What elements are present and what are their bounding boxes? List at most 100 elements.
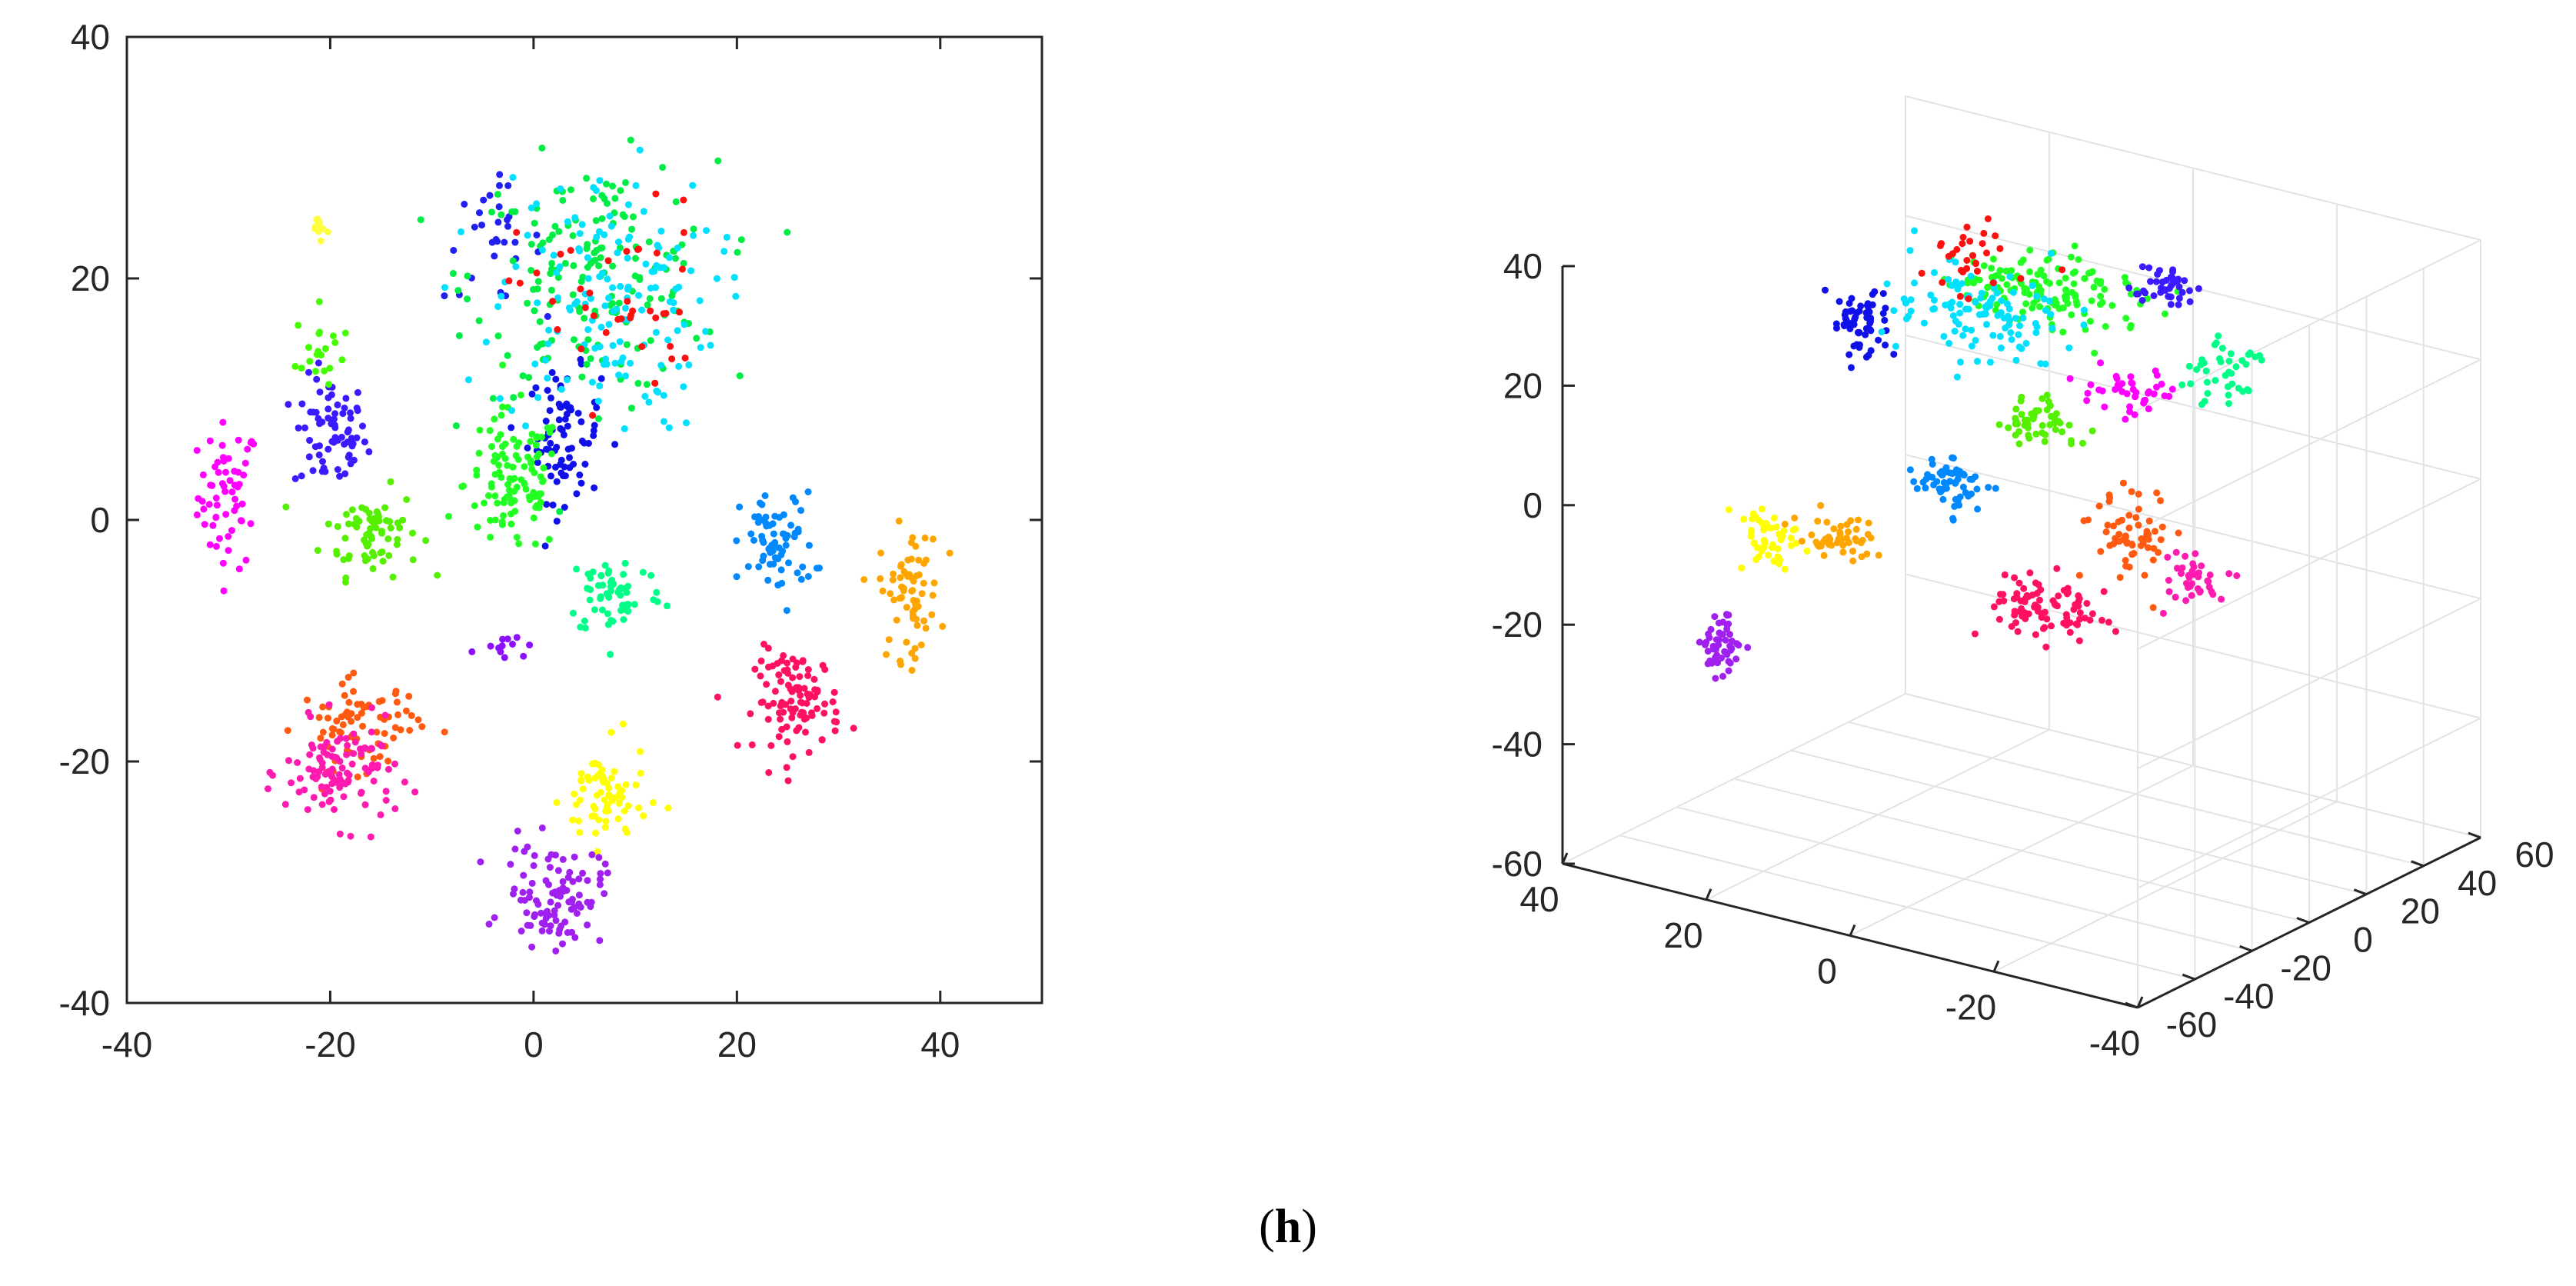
- point-2d: [615, 586, 623, 594]
- point-2d: [458, 483, 466, 491]
- point-3d: [2195, 285, 2202, 292]
- x-tick-mark-3d: [2136, 996, 2144, 1008]
- x-tick-mark-3d: [1992, 960, 2000, 972]
- point-2d: [458, 228, 464, 235]
- point-2d: [778, 698, 786, 706]
- point-2d: [597, 788, 604, 796]
- point-2d: [573, 565, 581, 573]
- point-2d: [539, 340, 547, 348]
- point-2d: [485, 921, 493, 928]
- point-2d: [452, 422, 460, 430]
- point-2d: [758, 501, 766, 508]
- point-2d: [584, 326, 592, 334]
- point-2d: [321, 345, 329, 352]
- point-2d: [571, 214, 579, 222]
- point-3d: [2128, 488, 2135, 495]
- z-tick-label-3d: -40: [1492, 725, 1543, 765]
- point-3d: [1974, 505, 1982, 513]
- point-2d: [528, 430, 536, 438]
- point-2d: [733, 573, 741, 581]
- point-2d: [581, 315, 588, 322]
- point-2d: [795, 684, 802, 691]
- point-2d: [235, 481, 243, 488]
- point-2d: [557, 385, 565, 393]
- point-3d: [1878, 328, 1885, 335]
- point-3d: [1985, 484, 1992, 491]
- point-2d: [897, 574, 904, 581]
- point-3d: [2055, 279, 2063, 287]
- point-2d: [389, 573, 397, 581]
- point-2d: [622, 305, 629, 312]
- point-2d: [908, 667, 916, 674]
- point-3d: [1999, 591, 2007, 598]
- point-2d: [478, 222, 485, 229]
- point-3d: [2060, 619, 2068, 627]
- point-2d: [569, 609, 577, 617]
- point-2d: [524, 299, 531, 307]
- point-2d: [591, 606, 598, 614]
- point-2d: [414, 716, 422, 724]
- point-2d: [547, 472, 554, 480]
- point-2d: [344, 777, 352, 785]
- point-2d: [530, 862, 537, 869]
- point-2d: [524, 444, 531, 451]
- point-2d: [607, 651, 614, 658]
- point-2d: [624, 298, 631, 305]
- point-2d: [509, 641, 516, 648]
- point-2d: [494, 435, 501, 443]
- point-2d: [381, 711, 389, 719]
- point-2d: [298, 400, 306, 408]
- point-2d: [584, 585, 591, 592]
- point-2d: [782, 541, 790, 549]
- point-2d: [574, 409, 582, 417]
- point-3d: [2189, 560, 2197, 568]
- point-2d: [315, 228, 322, 235]
- point-2d: [605, 594, 613, 601]
- point-2d: [621, 425, 628, 432]
- point-2d: [474, 523, 481, 531]
- point-2d: [301, 424, 308, 431]
- point-2d: [219, 418, 227, 426]
- point-2d: [501, 440, 509, 448]
- point-2d: [594, 415, 602, 422]
- point-2d: [813, 565, 820, 572]
- point-2d: [578, 437, 586, 445]
- point-2d: [490, 458, 498, 465]
- point-2d: [544, 375, 551, 382]
- side-wall-grid-line: [2137, 717, 2481, 889]
- point-2d: [696, 297, 704, 305]
- point-2d: [393, 541, 401, 548]
- point-2d: [305, 344, 312, 351]
- cluster-3d-orange: [1781, 501, 1882, 565]
- point-3d: [2030, 299, 2038, 307]
- point-2d: [736, 372, 744, 380]
- point-3d: [1996, 245, 2004, 252]
- point-3d: [2041, 295, 2048, 303]
- point-2d: [909, 587, 917, 595]
- point-3d: [1740, 515, 1748, 523]
- point-2d: [547, 450, 555, 458]
- point-2d: [294, 759, 301, 766]
- y-tick-label-3d: 60: [2514, 835, 2554, 875]
- point-2d: [685, 361, 693, 368]
- point-3d: [2102, 528, 2110, 536]
- point-2d: [206, 437, 214, 445]
- point-2d: [645, 238, 653, 245]
- point-3d: [1930, 481, 1938, 488]
- point-2d: [918, 590, 926, 598]
- point-2d: [468, 648, 476, 655]
- point-2d: [511, 885, 518, 893]
- point-3d: [1949, 470, 1956, 478]
- point-2d: [657, 228, 665, 235]
- point-2d: [365, 448, 373, 455]
- point-2d: [358, 788, 365, 796]
- point-3d: [2129, 385, 2137, 393]
- plot-3d-points: [1696, 215, 2265, 682]
- point-2d: [339, 721, 347, 728]
- point-2d: [766, 561, 774, 568]
- point-2d: [597, 375, 605, 382]
- point-2d: [577, 278, 585, 285]
- point-2d: [605, 294, 612, 302]
- point-3d: [2042, 643, 2050, 651]
- point-2d: [370, 755, 378, 762]
